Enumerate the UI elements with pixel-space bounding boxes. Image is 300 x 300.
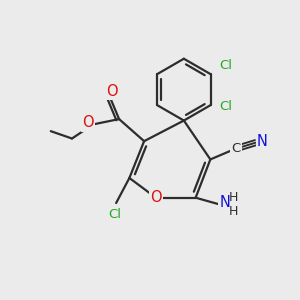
Text: Cl: Cl [219, 100, 232, 113]
Text: O: O [106, 84, 118, 99]
Text: Cl: Cl [108, 208, 121, 221]
Text: Cl: Cl [219, 59, 232, 72]
Text: H: H [229, 205, 239, 218]
Text: N: N [257, 134, 268, 149]
Text: O: O [82, 116, 94, 130]
Text: N: N [220, 195, 230, 210]
Text: C: C [231, 142, 241, 155]
Text: H: H [229, 191, 239, 204]
Text: O: O [150, 190, 162, 205]
